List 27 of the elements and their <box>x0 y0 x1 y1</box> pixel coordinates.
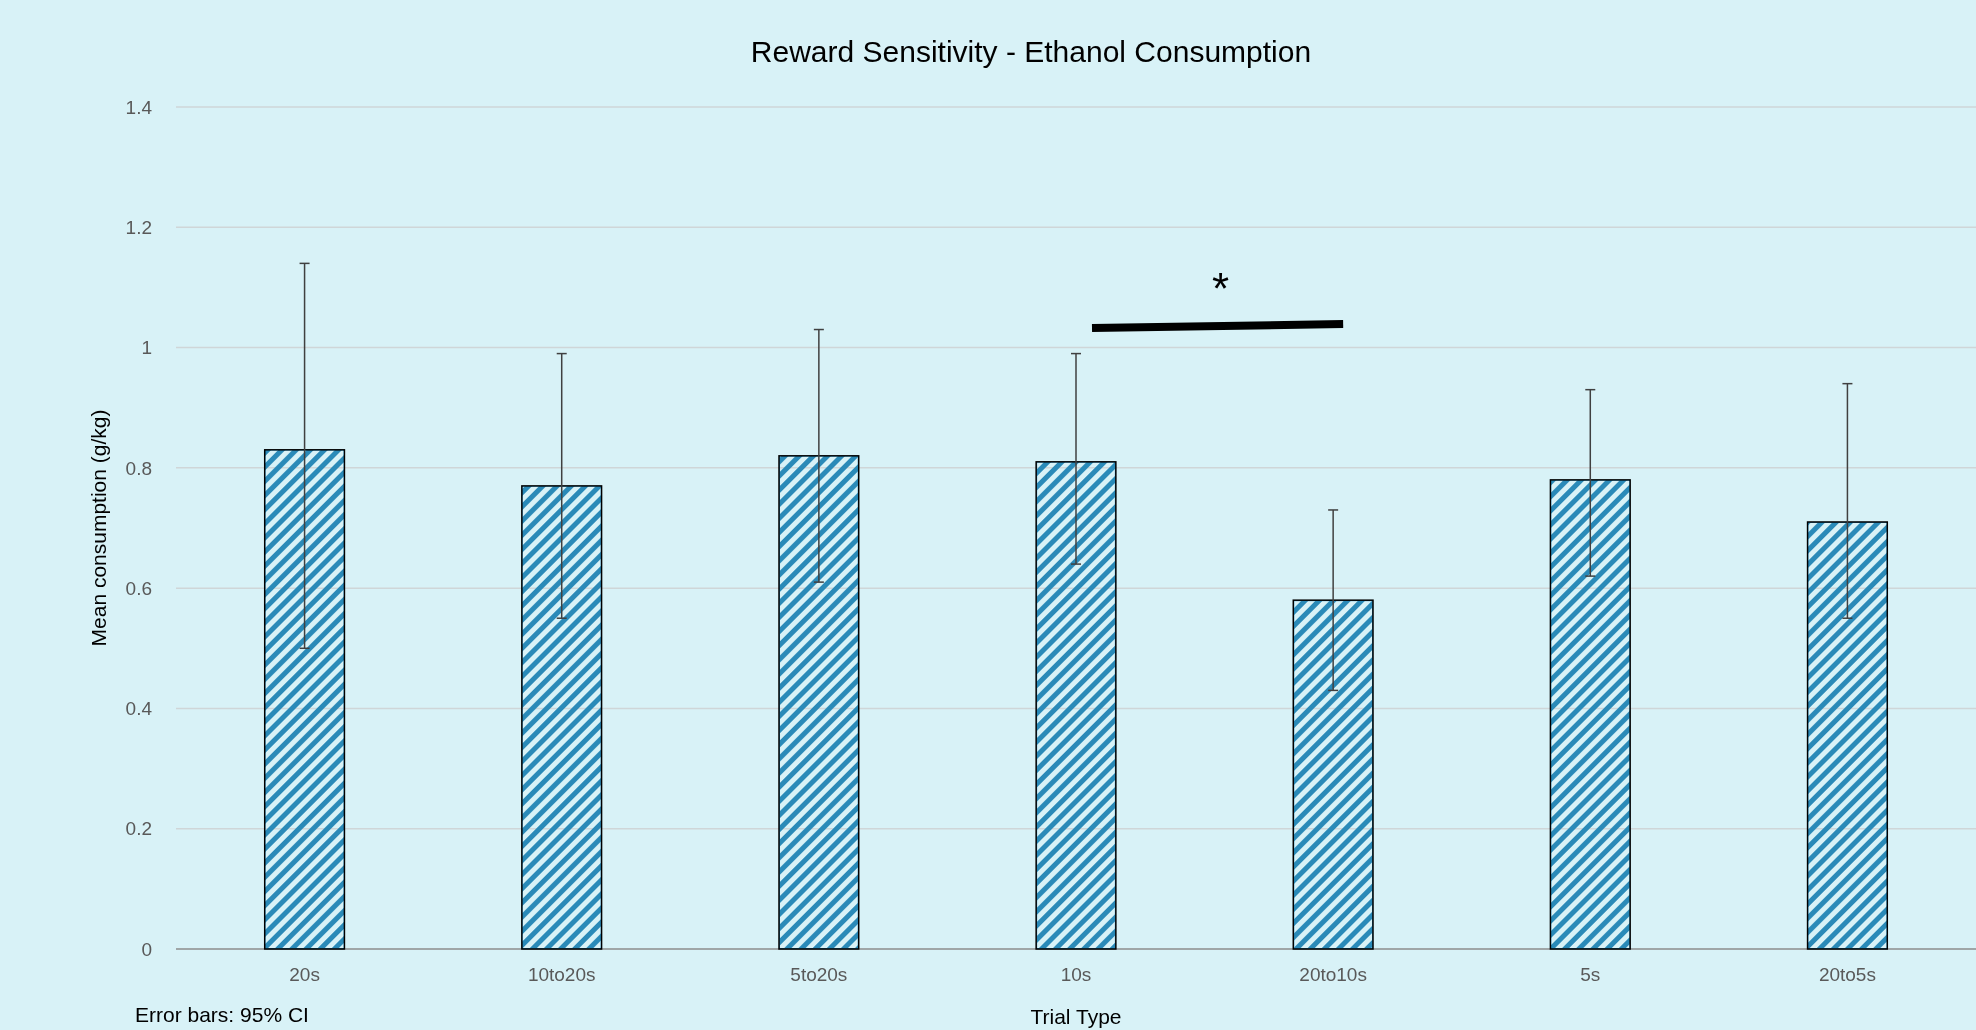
bar <box>1035 461 1117 950</box>
y-tick-label: 0.6 <box>125 577 152 599</box>
x-tick-label: 20s <box>289 964 320 985</box>
chart-title: Reward Sensitivity - Ethanol Consumption <box>750 35 1312 68</box>
y-tick-label: 1.4 <box>125 96 153 118</box>
y-axis-title: Mean consumption (g/kg) <box>87 409 110 647</box>
y-tick-label: 1.2 <box>125 216 152 238</box>
y-tick-label: 0.4 <box>125 698 153 720</box>
y-tick-label: 1 <box>141 337 152 359</box>
x-tick-label: 20to5s <box>1818 964 1876 985</box>
bar <box>263 449 346 950</box>
x-axis-title: Trial Type <box>1030 1005 1122 1028</box>
x-tick-label: 10to20s <box>527 964 596 985</box>
x-tick-label: 20to10s <box>1299 964 1367 985</box>
bar <box>778 455 860 950</box>
bar <box>1292 599 1374 950</box>
bar <box>1806 521 1889 950</box>
x-tick-label: 5to20s <box>790 964 848 985</box>
text: Error bars: 95% CI <box>135 1003 309 1026</box>
annotation: * <box>1212 264 1230 313</box>
y-tick-label: 0.8 <box>125 457 152 479</box>
bar <box>1549 479 1631 950</box>
x-tick-label: 5s <box>1580 964 1601 985</box>
y-tick-label: 0 <box>141 938 152 960</box>
bar <box>521 485 603 950</box>
y-tick-label: 0.2 <box>125 818 152 840</box>
x-tick-label: 10s <box>1060 964 1092 985</box>
